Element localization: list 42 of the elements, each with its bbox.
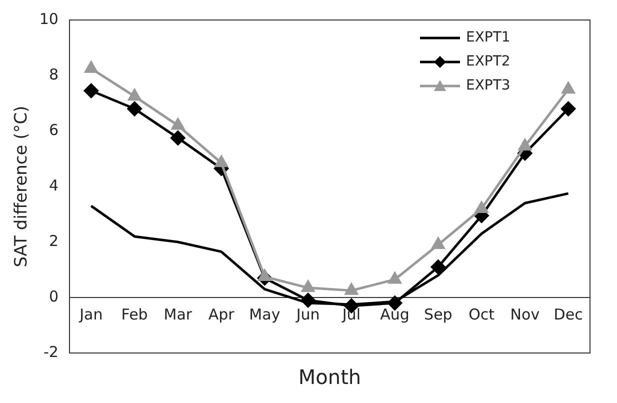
y-tick-label: 2 bbox=[48, 232, 58, 250]
x-tick-label: Jun bbox=[295, 305, 320, 324]
point bbox=[302, 280, 314, 292]
x-tick-label: Aug bbox=[380, 305, 410, 324]
point bbox=[388, 272, 402, 284]
y-tick-label: 8 bbox=[48, 65, 58, 84]
y-tick-label: 6 bbox=[48, 120, 58, 139]
point bbox=[562, 82, 575, 94]
point bbox=[300, 293, 316, 308]
legend-label: EXPT3 bbox=[466, 78, 510, 94]
point bbox=[127, 102, 142, 116]
legend-label: EXPT1 bbox=[466, 30, 510, 46]
x-tick-label: Nov bbox=[510, 305, 540, 324]
point bbox=[170, 130, 186, 146]
x-axis-title: Month bbox=[298, 365, 362, 390]
x-tick-label: Oct bbox=[468, 305, 495, 324]
y-tick-label: 10 bbox=[39, 10, 58, 28]
point bbox=[430, 260, 446, 274]
point bbox=[518, 139, 532, 151]
point bbox=[84, 84, 98, 98]
y-tick-label: 4 bbox=[48, 176, 58, 194]
y-tick-label: -2 bbox=[44, 342, 58, 361]
point bbox=[84, 61, 98, 73]
point bbox=[432, 238, 445, 250]
x-tick-label: Jan bbox=[78, 305, 103, 324]
x-tick-label: Dec bbox=[554, 305, 583, 324]
y-axis-title: SAT difference (°C) bbox=[12, 106, 32, 268]
x-tick-label: Mar bbox=[164, 305, 193, 324]
point bbox=[214, 156, 228, 168]
point bbox=[475, 201, 488, 213]
point bbox=[561, 102, 576, 116]
x-tick-label: Sep bbox=[424, 305, 452, 324]
point bbox=[128, 89, 141, 101]
legend-label: EXPT2 bbox=[466, 54, 510, 70]
point bbox=[344, 283, 358, 295]
x-tick-label: Feb bbox=[121, 305, 148, 324]
point bbox=[258, 269, 272, 281]
x-tick-label: Jul bbox=[341, 305, 360, 324]
x-tick-label: May bbox=[249, 305, 280, 324]
y-tick-label: 0 bbox=[48, 287, 58, 306]
point bbox=[171, 118, 184, 130]
x-tick-label: Apr bbox=[208, 305, 236, 324]
